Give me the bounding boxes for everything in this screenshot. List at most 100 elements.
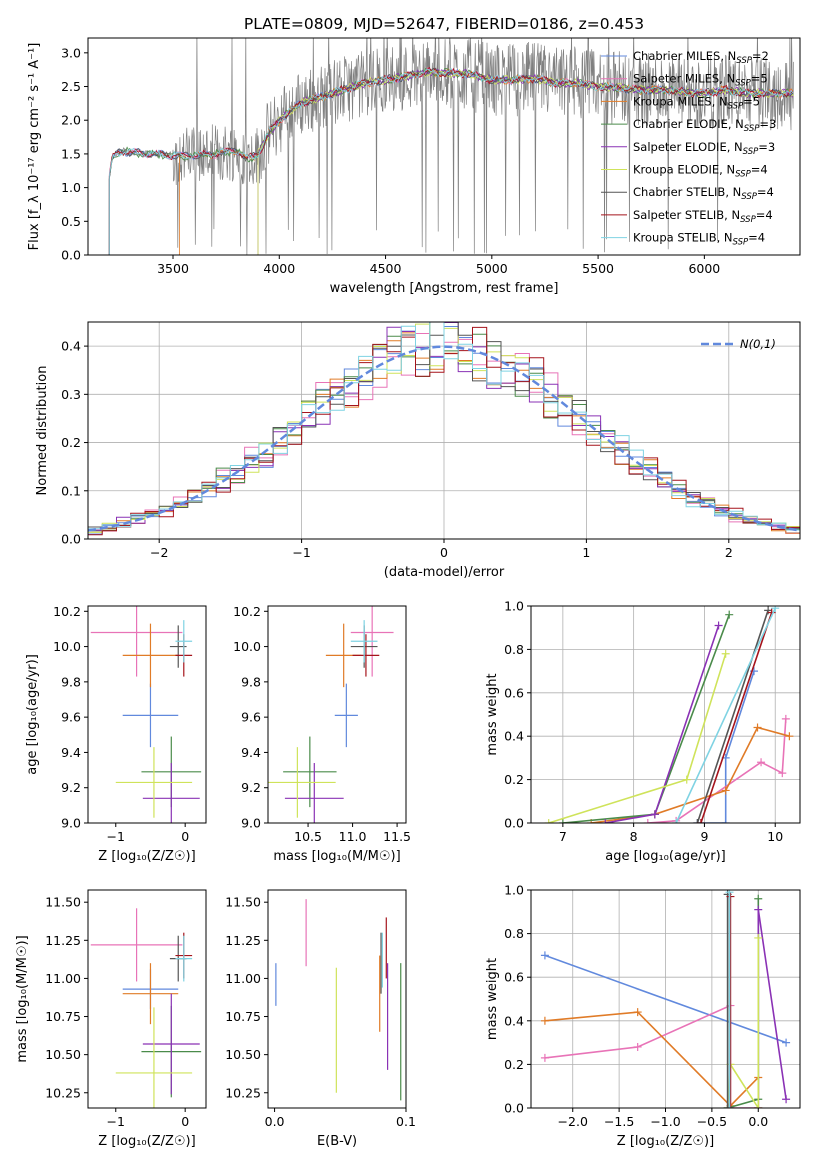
weight-marker (778, 769, 787, 778)
y-tick-label: 10.25 (225, 1085, 261, 1100)
x-tick-label: 0 (181, 829, 189, 844)
y-tick-label: 11.50 (225, 895, 261, 910)
y-tick-label: 0.0 (61, 248, 81, 263)
x-tick-label: −1 (107, 829, 125, 844)
y-tick-label: 11.50 (45, 895, 81, 910)
weight-marker (540, 1053, 549, 1062)
x-tick-label: 4500 (370, 261, 402, 276)
y-axis-label: Flux [f_λ 10⁻¹⁷ erg cm⁻² s⁻¹ A⁻¹] (27, 43, 42, 251)
spectrum-legend: Chabrier MILES, NSSP=2 Salpeter MILES, NS… (601, 49, 776, 248)
y-tick-label: 0.8 (504, 642, 524, 657)
legend-label: Salpeter MILES, NSSP=5 (633, 72, 768, 89)
weight-line-4 (757, 909, 787, 1108)
weight-line-5 (548, 653, 727, 823)
y-tick-label: 0.1 (61, 483, 81, 498)
axes-frame (267, 605, 407, 824)
x-axis-label: (data-model)/error (384, 565, 505, 580)
plot-area (275, 899, 402, 1101)
panel-weight_vs_age: 7 8 9 10 0.0 0.2 0.4 0.6 0.8 1.0 age [log₁₀(age/yr… (485, 599, 801, 864)
panel-mass_vs_Z: −1 0 10.25 10.50 10.75 11.00 11.25 11.50 Z [log₁… (15, 889, 207, 1149)
weight-marker (721, 786, 730, 795)
weight-marker (540, 951, 549, 960)
weight-line-6 (696, 610, 769, 823)
plot-area (268, 606, 394, 823)
weight-marker (721, 819, 730, 823)
x-tick-label: −2.0 (558, 1114, 588, 1129)
x-tick-label: −1.5 (604, 1114, 634, 1129)
y-tick-label: 0.4 (61, 339, 81, 354)
y-tick-label: 0.3 (61, 387, 81, 402)
y-tick-label: 9.4 (241, 745, 261, 760)
x-tick-label: 8 (630, 829, 638, 844)
x-tick-label: 2 (725, 545, 733, 560)
axes-frame (87, 321, 801, 540)
x-axis-label: E(B-V) (317, 1134, 357, 1149)
y-tick-label: 1.5 (61, 146, 81, 161)
y-tick-label: 9.2 (241, 780, 261, 795)
y-tick-label: 0.2 (61, 435, 81, 450)
weight-line-0 (544, 954, 787, 1044)
weight-marker (721, 649, 730, 658)
x-tick-label: 11.0 (339, 829, 367, 844)
legend-label: Salpeter ELODIE, NSSP=3 (633, 140, 775, 157)
y-tick-label: 10.0 (53, 639, 81, 654)
legend-label: Chabrier MILES, NSSP=2 (633, 49, 769, 66)
axes-frame (87, 37, 801, 256)
axes-frame (530, 605, 801, 824)
y-tick-label: 1.0 (61, 180, 81, 195)
x-tick-label: −1 (292, 545, 310, 560)
x-tick-label: 11.5 (383, 829, 411, 844)
weight-line-7 (700, 612, 773, 823)
x-tick-label: 1 (582, 545, 590, 560)
x-tick-label: 0 (181, 1114, 189, 1129)
axes-frame (530, 889, 801, 1109)
model-spectrum-8 (108, 67, 794, 255)
model-spectrum-4 (257, 68, 794, 255)
y-tick-label: 10.2 (233, 604, 261, 619)
x-tick-label: −1 (107, 1114, 125, 1129)
y-axis-label: age [log₁₀(age/yr)] (25, 654, 40, 775)
axes-frame (87, 605, 207, 824)
y-tick-label: 10.50 (45, 1047, 81, 1062)
plot-area (108, 38, 794, 255)
y-tick-label: 10.50 (225, 1047, 261, 1062)
weight-marker (643, 819, 652, 823)
y-tick-label: 0.0 (61, 532, 81, 547)
y-tick-label: 9.2 (61, 780, 81, 795)
weight-line-2 (591, 726, 790, 823)
x-axis-label: wavelength [Angstrom, rest frame] (330, 281, 559, 296)
y-tick-label: 11.00 (225, 971, 261, 986)
legend-label: Kroupa ELODIE, NSSP=4 (633, 163, 768, 180)
weight-marker (757, 758, 766, 767)
panel-weight_vs_Z: −2.0 −1.5 −1.0 −0.5 0.0 0.0 0.2 0.4 0.6 0.8 1.0 Z [… (485, 883, 801, 1149)
y-axis-label: mass weight (485, 958, 500, 1040)
x-tick-label: 6000 (688, 261, 720, 276)
plot-area (540, 890, 791, 1108)
plot-area (90, 908, 202, 1108)
y-tick-label: 0.6 (504, 970, 524, 985)
weight-marker (785, 732, 794, 741)
x-tick-label: 3500 (157, 261, 189, 276)
axes-frame (267, 889, 407, 1109)
weight-marker (714, 621, 723, 630)
plot-area (544, 606, 794, 823)
weight-line-8 (675, 607, 776, 823)
legend-label: Chabrier STELIB, NSSP=4 (633, 185, 774, 202)
x-tick-label: 7 (559, 829, 567, 844)
y-axis-label: Normed distribution (35, 366, 50, 496)
residual-histogram-8 (88, 322, 800, 531)
x-tick-label: 5000 (476, 261, 508, 276)
y-tick-label: 0.5 (61, 214, 81, 229)
y-tick-label: 0.4 (504, 729, 524, 744)
weight-marker (601, 819, 610, 823)
axes-frame (87, 889, 207, 1109)
y-tick-label: 0.8 (504, 926, 524, 941)
x-tick-label: −0.5 (697, 1114, 727, 1129)
weight-marker (754, 1104, 763, 1108)
y-tick-label: 0.0 (504, 816, 524, 831)
y-tick-label: 9.8 (241, 674, 261, 689)
y-tick-label: 0.0 (504, 1101, 524, 1116)
y-tick-label: 10.75 (45, 1009, 81, 1024)
y-tick-label: 9.6 (61, 710, 81, 725)
weight-marker (782, 1038, 791, 1047)
